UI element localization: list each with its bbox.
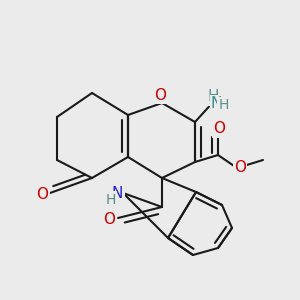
Text: N: N [211,96,222,111]
Text: H: H [218,98,229,112]
Text: O: O [234,160,246,175]
Text: O: O [103,212,116,227]
Text: H: H [106,193,116,207]
Text: O: O [37,187,49,202]
Text: N: N [112,185,123,200]
Text: O: O [214,122,226,136]
Text: O: O [154,88,166,103]
Text: H: H [208,89,219,104]
